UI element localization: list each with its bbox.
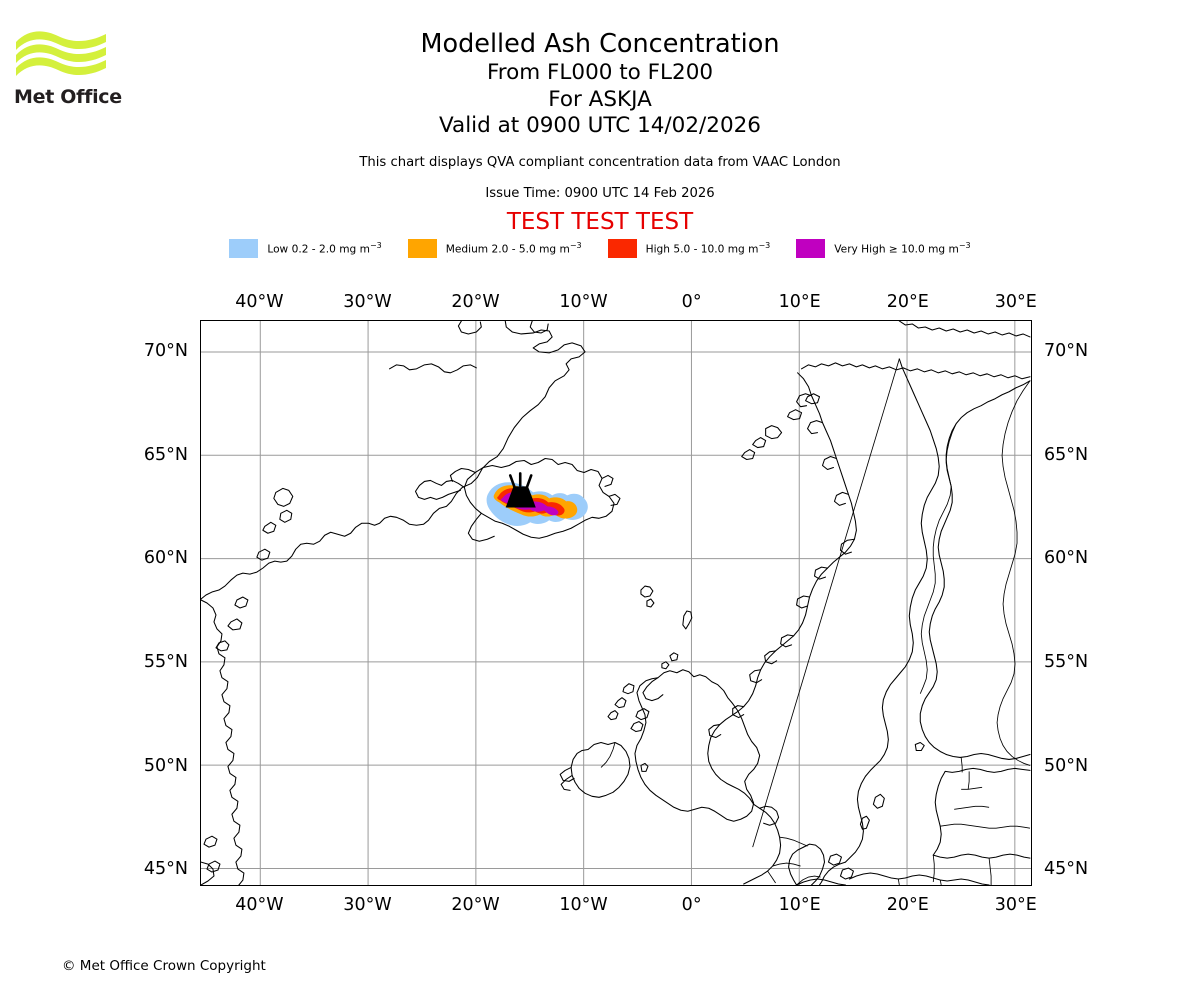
lon-tick-bottom: 10°E [778,895,821,915]
title-valid-time: Valid at 0900 UTC 14/02/2026 [438,113,761,138]
chart-header: Modelled Ash Concentration From FL000 to… [0,0,1200,235]
lon-tick-bottom: 20°E [886,895,929,915]
lon-tick-bottom: 20°W [451,895,500,915]
ash-plume [486,482,588,527]
lat-tick-right: 60°N [1044,548,1089,569]
logo-wordmark: Met Office [14,86,122,108]
lon-tick-top: 10°W [559,292,608,312]
qva-note: This chart displays QVA compliant concen… [359,154,841,170]
test-banner: TEST TEST TEST [506,208,694,235]
lon-tick-top: 40°W [235,292,284,312]
map-container: 40°W 30°W 20°W 10°W 0° 10°E 20°E 30°E 40°W 30°W 2… [144,292,1088,915]
legend-item-low: Low 0.2 - 2.0 mg m−3 [229,239,382,258]
lon-tick-top: 30°W [343,292,392,312]
lat-tick-left: 45°N [143,859,188,880]
lon-tick-bottom: 10°W [559,895,608,915]
lat-tick-left: 65°N [143,444,188,465]
country-borders [600,358,1031,885]
lon-tick-bottom: 30°E [994,895,1037,915]
legend-item-high: High 5.0 - 10.0 mg m−3 [607,239,771,258]
lat-tick-left: 50°N [143,755,188,776]
lon-tick-top: 0° [681,292,702,312]
concentration-legend: Low 0.2 - 2.0 mg m−3 Medium 2.0 - 5.0 mg … [0,239,1200,258]
copyright-notice: © Met Office Crown Copyright [62,958,266,974]
lon-tick-top: 30°E [994,292,1037,312]
title-flight-levels: From FL000 to FL200 [486,60,714,85]
title-volcano: For ASKJA [548,86,652,112]
lon-tick-top: 20°E [886,292,929,312]
lat-tick-right: 65°N [1044,444,1089,465]
coastlines [201,321,1031,885]
map-canvas [201,321,1031,885]
lat-tick-left: 55°N [143,652,188,673]
issue-time: Issue Time: 0900 UTC 14 Feb 2026 [485,185,715,201]
met-office-logo: Met Office [14,28,124,113]
lat-tick-left: 70°N [143,341,188,362]
lon-tick-bottom: 40°W [235,895,284,915]
lat-tick-left: 60°N [143,548,188,569]
legend-item-medium: Medium 2.0 - 5.0 mg m−3 [407,239,582,258]
lon-tick-top: 20°W [451,292,500,312]
legend-swatch-very-high [796,239,826,258]
lon-tick-bottom: 0° [681,895,702,915]
legend-label-medium: Medium 2.0 - 5.0 mg m−3 [445,241,582,256]
met-office-waves-icon [16,31,106,76]
lon-tick-top: 10°E [778,292,821,312]
lat-tick-right: 50°N [1044,755,1089,776]
legend-label-low: Low 0.2 - 2.0 mg m−3 [267,241,382,256]
legend-item-very-high: Very High ≥ 10.0 mg m−3 [796,239,971,258]
map-gridlines [201,321,1031,885]
page-title: Modelled Ash Concentration [420,29,780,59]
map-plot-frame [200,320,1032,886]
legend-label-high: High 5.0 - 10.0 mg m−3 [645,241,771,256]
legend-label-very-high: Very High ≥ 10.0 mg m−3 [834,241,971,256]
lat-tick-right: 55°N [1044,652,1089,673]
lat-tick-right: 45°N [1044,859,1089,880]
legend-swatch-low [229,239,259,258]
volcano-symbol-icon [505,472,536,508]
lat-tick-right: 70°N [1044,341,1089,362]
legend-swatch-medium [407,239,437,258]
lon-tick-bottom: 30°W [343,895,392,915]
legend-swatch-high [607,239,637,258]
